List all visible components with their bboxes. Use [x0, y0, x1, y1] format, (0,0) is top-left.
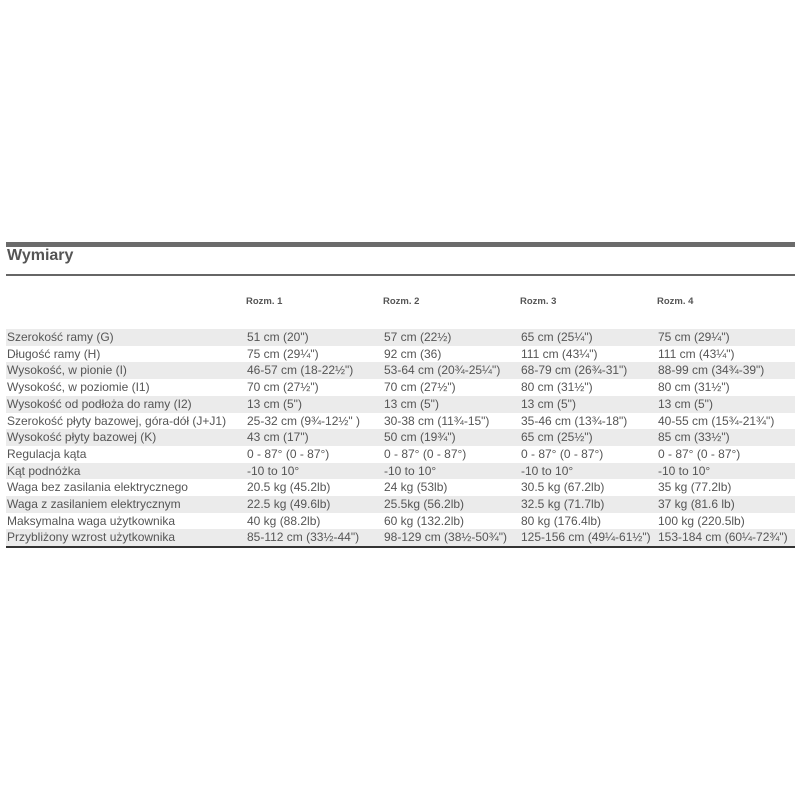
- cell-value: -10 to 10°: [384, 463, 437, 478]
- cell-value: 85-112 cm (33½-44"): [246, 529, 383, 549]
- table-row: Przybliżony wzrost użytkownika 85-112 cm …: [6, 529, 795, 549]
- column-header-size-2: Rozm. 2: [383, 296, 420, 307]
- cell-value: 85 cm (33½"): [658, 430, 730, 445]
- row-label: Długość ramy (H): [7, 346, 101, 361]
- cell-value: 25-32 cm (9¾-12½" ): [247, 413, 360, 428]
- cell-value: 153-184 cm (60¼-72¾"): [657, 529, 795, 549]
- table-row: Maksymalna waga użytkownika 40 kg (88.2lb…: [6, 513, 795, 530]
- table-row: Kąt podnóżka -10 to 10° -10 to 10° -10 to 1…: [6, 462, 795, 480]
- cell-value: 0 - 87° (0 - 87°): [658, 446, 741, 461]
- table-row: Wysokość płyty bazowej (K) 43 cm (17") 50 …: [6, 429, 795, 446]
- cell-value: 35-46 cm (13¾-18"): [521, 413, 628, 428]
- cell-value: 98-129 cm (38½-50¾"): [383, 529, 520, 549]
- cell-value: 51 cm (20"): [247, 330, 309, 344]
- cell-value: 20.5 kg (45.2lb): [247, 480, 331, 495]
- cell-value: 30-38 cm (11¾-15"): [384, 413, 490, 428]
- cell-value: 60 kg (132.2lb): [384, 513, 465, 528]
- table-row: Waga z zasilaniem elektrycznym 22.5 kg (4…: [6, 496, 795, 513]
- table-row: Wysokość, w poziomie (I1) 70 cm (27½") 70 …: [6, 379, 795, 396]
- cell-value: 111 cm (43¼"): [658, 346, 735, 361]
- cell-value: 80 cm (31½"): [658, 380, 730, 395]
- row-label: Regulacja kąta: [7, 446, 87, 461]
- table-row: Wysokość od podłoża do ramy (I2) 13 cm (5…: [6, 395, 795, 413]
- row-label: Wysokość płyty bazowej (K): [7, 430, 157, 445]
- cell-value: 24 kg (53lb): [384, 480, 448, 495]
- cell-value: 40 kg (88.2lb): [247, 513, 321, 528]
- table-row: Waga bez zasilania elektrycznego 20.5 kg …: [6, 479, 795, 496]
- row-label: Wysokość od podłoża do ramy (I2): [7, 396, 192, 411]
- cell-value: 53-64 cm (20¾-25¼"): [384, 363, 501, 378]
- cell-value: 25.5kg (56.2lb): [384, 497, 465, 512]
- cell-value: 75 cm (29¼"): [247, 346, 319, 361]
- section-top-bar: [6, 242, 795, 247]
- table-row: Regulacja kąta 0 - 87° (0 - 87°) 0 - 87° (…: [6, 446, 795, 463]
- cell-value: 57 cm (22½): [384, 330, 452, 344]
- cell-value: 13 cm (5"): [247, 396, 302, 411]
- row-label: Szerokość ramy (G): [7, 330, 114, 344]
- cell-value: -10 to 10°: [521, 463, 574, 478]
- cell-value: 80 kg (176.4lb): [521, 513, 602, 528]
- cell-value: 13 cm (5"): [658, 396, 713, 411]
- header-row: Rozm. 1 Rozm. 2 Rozm. 3 Rozm. 4: [6, 296, 795, 316]
- row-label: Kąt podnóżka: [7, 463, 81, 478]
- cell-value: 13 cm (5"): [521, 396, 576, 411]
- cell-value: 125-156 cm (49¼-61½"): [520, 529, 657, 549]
- cell-value: 111 cm (43¼"): [521, 346, 598, 361]
- cell-value: 65 cm (25½"): [521, 430, 593, 445]
- row-label: Szerokość płyty bazowej, góra-dół (J+J1): [7, 413, 227, 428]
- cell-value: 40-55 cm (15¾-21¾"): [658, 413, 775, 428]
- cell-value: -10 to 10°: [247, 463, 300, 478]
- row-label: Wysokość, w pionie (I): [7, 363, 127, 378]
- column-header-size-4: Rozm. 4: [657, 296, 694, 307]
- row-label: Waga z zasilaniem elektrycznym: [7, 497, 181, 512]
- table-row: Wysokość, w pionie (I) 46-57 cm (18-22½")…: [6, 362, 795, 380]
- cell-value: -10 to 10°: [658, 463, 711, 478]
- cell-value: 70 cm (27½"): [384, 380, 456, 395]
- column-header-size-3: Rozm. 3: [520, 296, 557, 307]
- cell-value: 70 cm (27½"): [247, 380, 319, 395]
- cell-value: 0 - 87° (0 - 87°): [247, 446, 330, 461]
- row-label: Przybliżony wzrost użytkownika: [6, 529, 246, 549]
- cell-value: 68-79 cm (26¾-31"): [521, 363, 628, 378]
- cell-value: 100 kg (220.5lb): [658, 513, 745, 528]
- cell-value: 65 cm (25¼"): [521, 330, 593, 344]
- cell-value: 92 cm (36): [384, 346, 442, 361]
- cell-value: 43 cm (17"): [247, 430, 309, 445]
- cell-value: 13 cm (5"): [384, 396, 439, 411]
- table-row: Długość ramy (H) 75 cm (29¼") 92 cm (36) 11…: [6, 346, 795, 363]
- cell-value: 0 - 87° (0 - 87°): [384, 446, 467, 461]
- table-row: Szerokość płyty bazowej, góra-dół (J+J1)…: [6, 413, 795, 430]
- header-empty: [6, 296, 246, 316]
- cell-value: 88-99 cm (34¾-39"): [658, 363, 765, 378]
- cell-value: 50 cm (19¾"): [384, 430, 456, 445]
- cell-value: 75 cm (29¼"): [658, 330, 730, 344]
- cell-value: 35 kg (77.2lb): [658, 480, 732, 495]
- cell-value: 32.5 kg (71.7lb): [521, 497, 605, 512]
- title-divider: [6, 274, 795, 276]
- column-header-size-1: Rozm. 1: [246, 296, 283, 307]
- table-row: Szerokość ramy (G) 51 cm (20") 57 cm (22½)…: [6, 329, 795, 346]
- cell-value: 80 cm (31½"): [521, 380, 593, 395]
- cell-value: 46-57 cm (18-22½"): [247, 363, 354, 378]
- row-label: Waga bez zasilania elektrycznego: [7, 480, 188, 495]
- row-label: Maksymalna waga użytkownika: [7, 513, 176, 528]
- row-label: Wysokość, w poziomie (I1): [7, 380, 150, 395]
- cell-value: 30.5 kg (67.2lb): [521, 480, 605, 495]
- dimensions-table: Rozm. 1 Rozm. 2 Rozm. 3 Rozm. 4 Szerokość r…: [6, 296, 795, 549]
- cell-value: 22.5 kg (49.6lb): [247, 497, 331, 512]
- cell-value: 37 kg (81.6 lb): [658, 497, 735, 512]
- section-title: Wymiary: [7, 247, 74, 264]
- cell-value: 0 - 87° (0 - 87°): [521, 446, 604, 461]
